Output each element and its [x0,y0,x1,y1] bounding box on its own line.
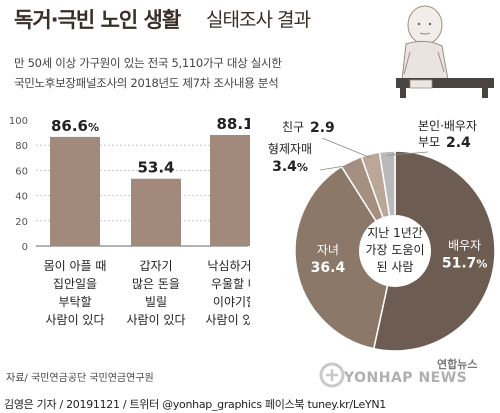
elderly-person-illustration [396,5,494,98]
pie-leader-line [319,164,353,171]
pie-leader-line [387,151,429,156]
bar-value-label: 53.4 [137,159,174,177]
pie-slice-name: 배우자 [448,239,481,253]
pie-leader-line [321,137,372,159]
logo-subtext: 연합뉴스 [437,358,478,371]
pie-slice-value: 36.4 [311,260,346,276]
source-note: 자료/ 국민연금공단 국민연금연구원 [6,373,154,384]
footer-bar [0,385,500,413]
bar-value-label: 86.6% [51,117,99,135]
bar-ytick-label: 100 [9,116,28,127]
pie-slice-name: 자녀 [317,243,339,257]
pie-slice-value: 2.9 [310,120,335,136]
bar-category-label: 낙심하거나우울할 때이야기할사람이 있다 [205,259,250,327]
bar-category-line: 낙심하거나 [207,259,250,273]
pie-slice [372,150,496,352]
bar-category-line: 부탁할 [58,295,91,309]
bar-category-line: 우울할 때 [211,277,250,291]
pie-slice-label: 친구 2.9 [282,120,335,136]
logo-text: YONHAP NEWS [344,370,468,386]
bar-ytick-label: 20 [15,217,28,228]
bar-category-line: 사람이 있다 [126,313,185,327]
bar-2 [131,178,181,246]
bar-ytick-label: 40 [15,192,28,203]
pie-center-label: 된 사람 [377,260,414,274]
bar-3 [210,134,250,246]
subtitle-line-2: 국민노후보장패널조사의 2018년도 제7차 조사내용 분석 [14,76,279,90]
bar-chart: 0 20 40 60 80 100 86.6% 53.4 88.1 몸이 아플 때집안일을부탁… [9,115,250,327]
bar-category-line: 집안일을 [53,277,97,291]
subtitle-line-1: 만 50세 이상 가구원이 있는 전국 5,110가구 대상 실시한 [14,56,282,70]
bar-ytick-label: 80 [15,141,28,152]
bar-1 [50,136,100,246]
pie-slice-value: 51.7% [442,256,488,272]
pie-slice-value: 2.4 [446,135,471,151]
pie-center-label: 가장 도움이 [365,243,424,257]
bar-category-line: 몸이 아플 때 [44,259,107,273]
bar-category-line: 사람이 있다 [45,313,104,327]
yonhap-logo-mark [319,362,345,388]
page-title-sub: 실태조사 결과 [206,9,311,31]
bar-category-line: 갑자기 [139,259,172,273]
pie-slice-label: 형제자매 3.4% [268,142,312,175]
pie-slice-name: 형제자매 [268,142,312,156]
bar-category-line: 빌릴 [145,295,167,309]
bar-ytick-label: 60 [15,166,28,177]
bar-category-line: 많은 돈을 [132,277,180,291]
pie-slice-name: 부모 [418,135,440,149]
bar-value-label: 88.1 [216,115,250,133]
pie-slice-label: 배우자 51.7% [442,239,488,272]
bar-category-line: 사람이 있다 [205,313,250,327]
page-title: 독거·극빈 노인 생활 [14,8,181,32]
bar-ytick-label: 0 [22,242,28,253]
pie-slice-name: 친구 [282,120,304,134]
bar-category-line: 이야기할 [213,295,250,309]
pie-center-label: 지난 1년간 [367,226,423,240]
pie-slice-value: 3.4% [272,159,308,175]
credit-line: 김영은 기자 / 20191121 / 트위터 @yonhap_graphics… [4,398,386,411]
pie-slice-label: 자녀 36.4 [311,243,346,276]
pie-center-hole [359,215,431,287]
pie-slice-name: 본인·배우자 [418,119,477,133]
